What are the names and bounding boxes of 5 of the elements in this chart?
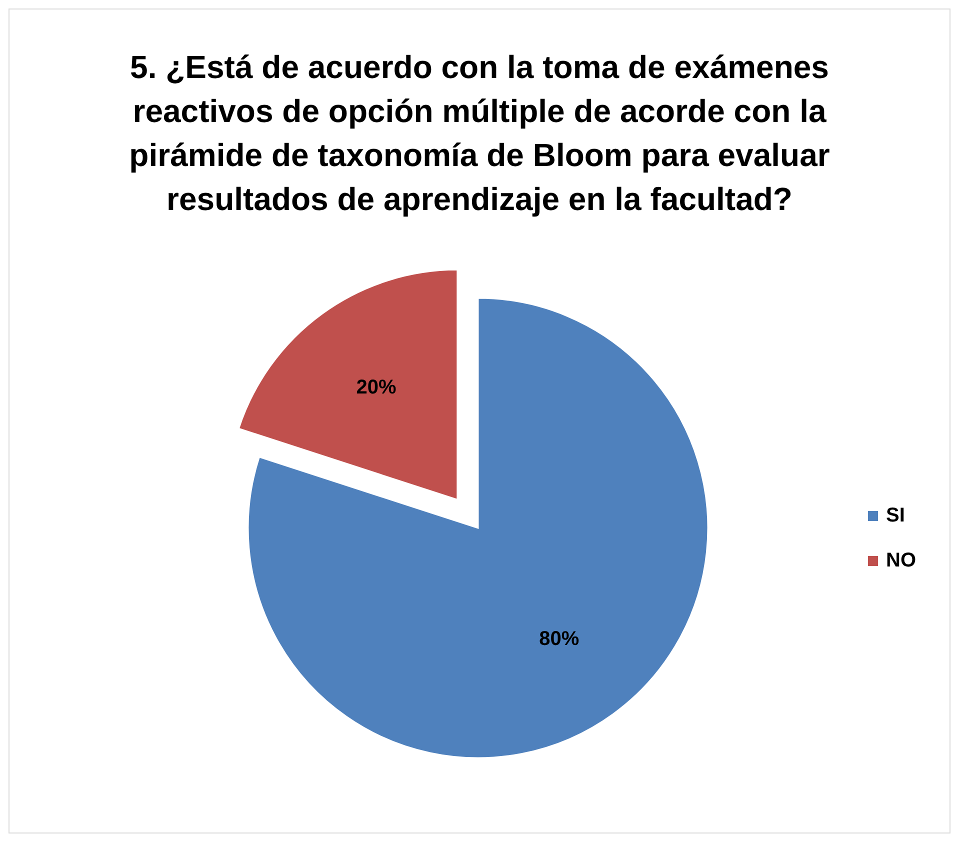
chart-title: 5. ¿Está de acuerdo con la toma de exámenes reactivos de opción múltiple de acorde con la pirámide de taxonomía de Bloom para evaluar resultados de aprendizaje en la facultad?: [129, 49, 830, 217]
legend-label: NO: [886, 549, 916, 572]
data-label: 80%: [539, 628, 580, 650]
legend-label: SI: [886, 504, 905, 526]
data-label: 20%: [356, 376, 397, 398]
